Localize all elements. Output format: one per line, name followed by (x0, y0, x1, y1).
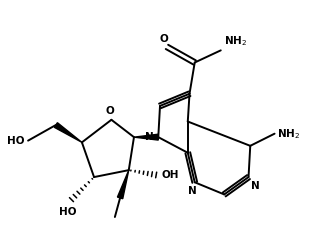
Text: HO: HO (59, 206, 77, 216)
Polygon shape (134, 134, 158, 140)
Text: N: N (251, 181, 260, 191)
Text: NH$_2$: NH$_2$ (224, 34, 247, 48)
Text: N: N (145, 132, 154, 142)
Polygon shape (54, 123, 82, 142)
Text: N: N (188, 186, 196, 196)
Text: O: O (105, 106, 114, 116)
Text: OH: OH (162, 170, 179, 180)
Text: O: O (160, 34, 168, 44)
Text: HO: HO (7, 136, 25, 145)
Polygon shape (117, 170, 129, 199)
Text: NH$_2$: NH$_2$ (277, 127, 300, 140)
